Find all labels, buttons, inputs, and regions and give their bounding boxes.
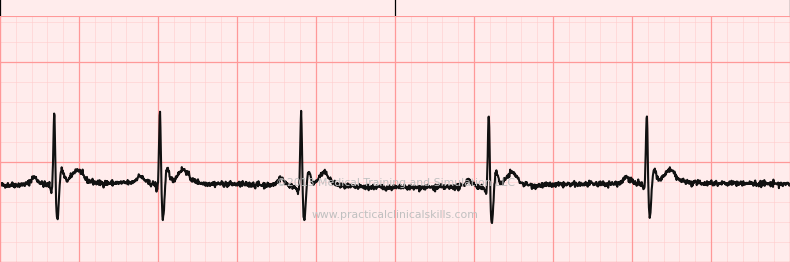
Text: www.practicalclinicalskills.com: www.practicalclinicalskills.com [311, 210, 479, 220]
Text: ©2013 Medical Training and Simulation LLC: ©2013 Medical Training and Simulation LL… [276, 178, 514, 188]
